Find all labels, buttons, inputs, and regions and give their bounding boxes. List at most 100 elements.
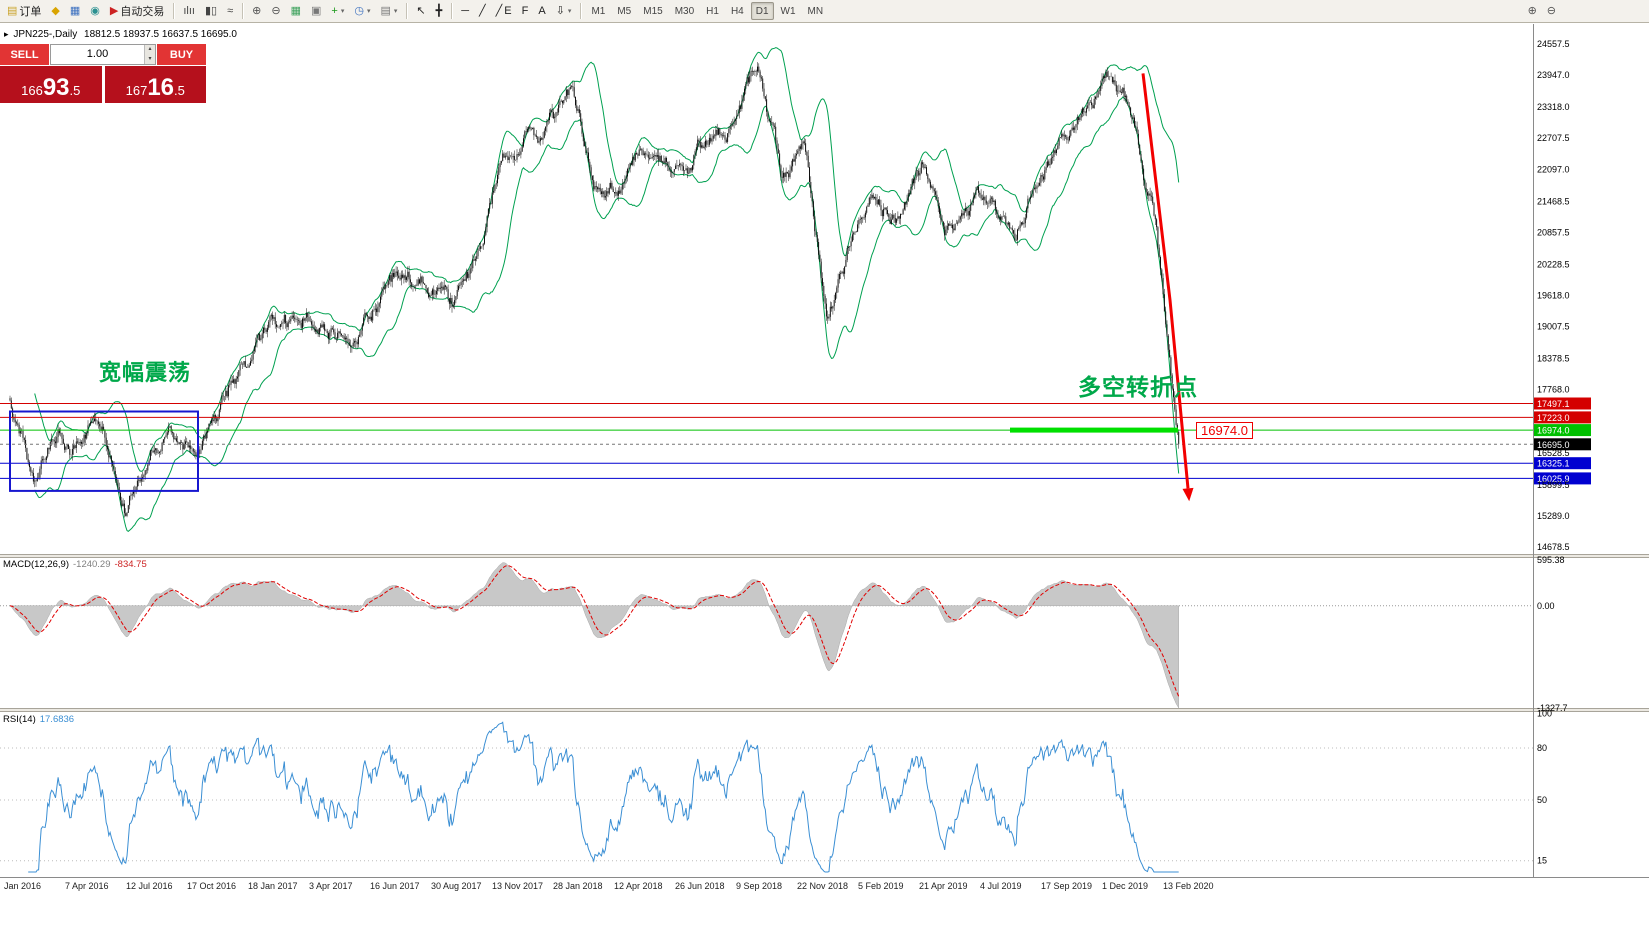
rsi-value: 17.6836 — [39, 714, 75, 725]
text-button[interactable]: A — [534, 2, 549, 20]
date-label: 22 Nov 2018 — [797, 881, 848, 891]
magnifier-minus-icon: ⊖ — [1546, 4, 1556, 17]
crosshair-icon: ╋ — [435, 4, 443, 17]
line-chart-button[interactable]: ≈ — [223, 2, 237, 20]
expand-icon: ▸ — [4, 29, 9, 39]
lot-spinner: ▴ ▾ — [144, 45, 155, 64]
macd-histogram — [9, 562, 1179, 709]
date-label: 12 Jul 2016 — [126, 881, 173, 891]
sell-price-suffix: .5 — [69, 83, 81, 99]
cascade-button[interactable]: ▣ — [307, 2, 325, 20]
rsi-tick-label: 15 — [1537, 856, 1547, 866]
timeframe-H4-button[interactable]: H4 — [730, 5, 744, 17]
timeframe-W1-button[interactable]: W1 — [780, 5, 796, 17]
sell-button[interactable]: SELL — [0, 44, 49, 65]
horizontal-line-button[interactable]: ─ — [457, 2, 473, 20]
toolbar-separator — [451, 3, 453, 19]
candlestick-chart-button[interactable]: ▮▯ — [201, 2, 221, 20]
timeframe-M30-button[interactable]: M30 — [674, 5, 695, 17]
template-icon: ▤ — [380, 4, 391, 17]
price-tick-label: 23318.0 — [1537, 102, 1570, 112]
timeframe-M5-button[interactable]: M5 — [617, 5, 632, 17]
bar-chart-icon: ılıı — [183, 4, 195, 17]
trendline-button[interactable]: ╱ — [475, 2, 490, 20]
timeframe-D1-button[interactable]: D1 — [750, 2, 774, 20]
cursor-icon: ↖ — [416, 4, 426, 17]
chart-zoom-out-button[interactable]: ⊖ — [1543, 2, 1560, 20]
red-trend-arrow[interactable] — [1141, 73, 1190, 489]
arrows-button[interactable]: ⇩ ▾ — [552, 2, 576, 20]
autotrading-button[interactable]: ▶ 自动交易 — [106, 2, 168, 20]
price-tag-16325.1 — [1534, 457, 1591, 470]
macd-indicator-label: MACD(12,26,9) -1240.29 -834.75 — [3, 559, 147, 570]
date-label: 17 Oct 2016 — [187, 881, 236, 891]
horizontal-line-icon: ─ — [461, 4, 470, 17]
lot-size-field[interactable]: 1.00 ▴ ▾ — [50, 44, 156, 65]
toolbar-separator — [580, 3, 582, 19]
chart-symbol-header: ▸ JPN225-,Daily 18812.5 18937.5 16637.5 … — [4, 29, 237, 40]
price-tick-label: 15899.5 — [1537, 480, 1570, 490]
macd-signal-line — [9, 565, 1180, 697]
date-label: 30 Aug 2017 — [431, 881, 482, 891]
panel-splitter[interactable] — [0, 554, 1649, 558]
buy-button[interactable]: BUY — [157, 44, 206, 65]
buy-price-prefix: 167 — [125, 83, 148, 99]
timeframe-M15-button[interactable]: M15 — [643, 5, 663, 17]
template-button[interactable]: ▤ ▾ — [376, 2, 401, 20]
price-tick-label: 24557.5 — [1537, 39, 1570, 49]
bar-chart-button[interactable]: ılıı — [179, 2, 199, 20]
date-label: 5 Feb 2019 — [858, 881, 904, 891]
price-tag-16695.0 — [1534, 438, 1591, 451]
price-tag-16025.9 — [1534, 472, 1591, 485]
lot-decrease-button[interactable]: ▾ — [145, 54, 155, 64]
green-support-segment[interactable] — [1010, 427, 1178, 433]
date-label: 13 Nov 2017 — [492, 881, 543, 891]
price-tag-17497.1 — [1534, 397, 1591, 410]
sell-price[interactable]: 166 93.5 — [0, 66, 102, 103]
autotrading-icon: ▶ — [109, 4, 119, 17]
period-button[interactable]: ◷ ▾ — [350, 2, 374, 20]
timeframe-MN-button[interactable]: MN — [807, 5, 824, 17]
data-window-icon: ▦ — [69, 4, 81, 17]
date-label: 4 Jul 2019 — [980, 881, 1022, 891]
channel-button[interactable]: ╱ E — [492, 2, 516, 20]
chart-zoom-in-button[interactable]: ⊕ — [1524, 2, 1541, 20]
trendline-icon: ╱ — [479, 4, 486, 17]
date-label: 3 Apr 2017 — [309, 881, 353, 891]
range-oscillation-annotation: 宽幅震荡 — [99, 360, 192, 385]
fibonacci-icon: F — [521, 4, 529, 17]
timeframe-M1-button[interactable]: M1 — [591, 5, 606, 17]
cursor-button[interactable]: ↖ — [412, 2, 429, 20]
panel-splitter[interactable] — [0, 708, 1649, 712]
lot-size-value: 1.00 — [86, 48, 109, 60]
crosshair-button[interactable]: ╋ — [432, 2, 447, 20]
channel-button-label: E — [504, 5, 512, 17]
lot-increase-button[interactable]: ▴ — [145, 45, 155, 55]
rsi-tick-label: 100 — [1537, 708, 1552, 718]
date-label: 21 Apr 2019 — [919, 881, 968, 891]
date-label: Jan 2016 — [4, 881, 41, 891]
price-tick-label: 15289.0 — [1537, 511, 1570, 521]
market-watch-button[interactable]: ◆ — [47, 2, 63, 20]
new-order-button[interactable]: ▤ 订单 — [3, 2, 45, 20]
cascade-windows-icon: ▣ — [310, 4, 322, 17]
price-tag-text: 17223.0 — [1537, 413, 1570, 423]
navigator-button[interactable]: ◉ — [86, 2, 104, 20]
zoom-out-button[interactable]: ⊖ — [267, 2, 284, 20]
date-label: 9 Sep 2018 — [736, 881, 782, 891]
new-chart-button[interactable]: + ▾ — [327, 2, 348, 20]
green-line-price-label: 16974.0 — [1196, 422, 1253, 439]
price-tick-label: 19618.0 — [1537, 291, 1570, 301]
price-tick-label: 18378.5 — [1537, 354, 1570, 364]
data-window-button[interactable]: ▦ — [66, 2, 84, 20]
auto-arrange-button[interactable]: ▦ — [287, 2, 305, 20]
red-arrow-head — [1182, 487, 1194, 502]
macd-main-value: -1240.29 — [73, 559, 111, 570]
timeframe-H1-button[interactable]: H1 — [706, 5, 719, 17]
zoom-in-button[interactable]: ⊕ — [248, 2, 265, 20]
blue-range-box[interactable] — [9, 410, 199, 492]
buy-price[interactable]: 167 16.5 — [104, 66, 206, 103]
fibonacci-button[interactable]: F — [518, 2, 533, 20]
